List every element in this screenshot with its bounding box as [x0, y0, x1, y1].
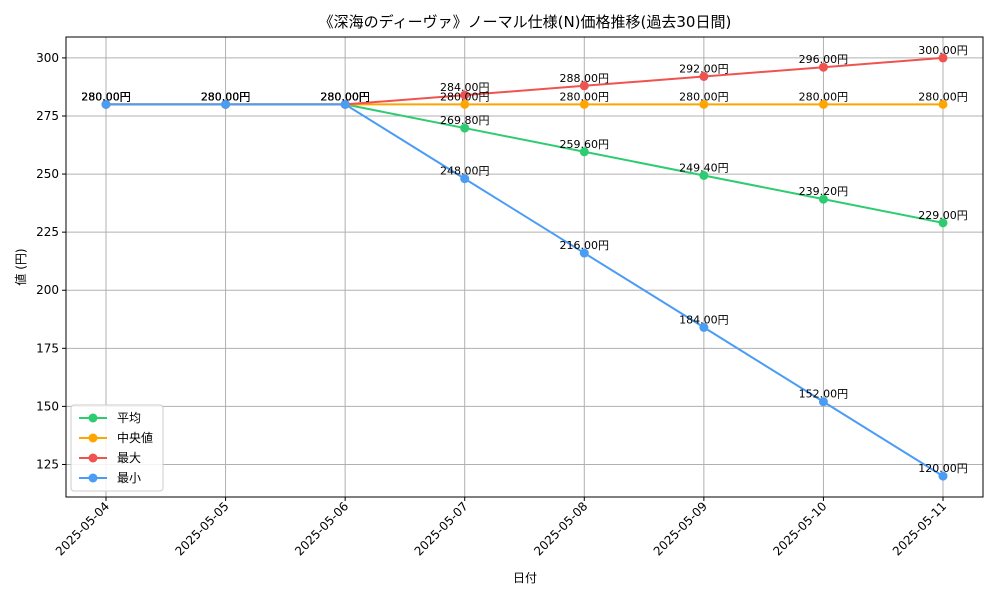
legend-label: 平均 — [117, 411, 141, 425]
y-tick-label: 225 — [36, 225, 59, 239]
x-tick-label: 2025-05-07 — [412, 499, 471, 558]
data-point — [699, 99, 709, 109]
data-point — [340, 99, 350, 109]
data-label: 280.00円 — [81, 90, 131, 103]
legend-marker — [88, 413, 98, 423]
y-tick-label: 275 — [36, 109, 59, 123]
legend-label: 最大 — [117, 451, 141, 465]
data-point — [101, 99, 111, 109]
data-label: 292.00円 — [679, 62, 729, 75]
data-label: 280.00円 — [560, 90, 610, 103]
x-tick-label: 2025-05-08 — [531, 499, 590, 558]
data-label: 300.00円 — [918, 44, 968, 57]
series-line — [106, 103, 944, 224]
data-labels: 280.00円 280.00円 280.00円 269.80円 259.60円 249.4… — [81, 44, 968, 475]
data-point — [938, 218, 948, 228]
data-point — [579, 81, 589, 91]
data-label: 288.00円 — [560, 72, 610, 85]
y-axis: 125 150 175 200 225 250 275 300 — [36, 51, 66, 471]
y-tick-label: 200 — [36, 283, 59, 297]
data-label: 280.00円 — [320, 90, 370, 103]
data-point — [818, 62, 828, 72]
data-point — [579, 248, 589, 258]
legend-box — [70, 404, 164, 492]
data-label: 249.40円 — [679, 161, 729, 174]
data-label: 216.00円 — [560, 239, 610, 252]
y-tick-label: 125 — [36, 457, 59, 471]
data-point — [460, 99, 470, 109]
data-label: 152.00円 — [799, 388, 849, 401]
data-point — [818, 397, 828, 407]
data-label: 280.00円 — [81, 90, 131, 103]
x-axis: 2025-05-04 2025-05-05 2025-05-06 2025-05-07… — [53, 497, 949, 558]
x-tick-label: 2025-05-11 — [890, 499, 949, 558]
x-tick-label: 2025-05-09 — [651, 499, 710, 558]
data-point — [460, 90, 470, 100]
data-point — [938, 99, 948, 109]
data-label: 280.00円 — [440, 90, 490, 103]
data-point — [818, 99, 828, 109]
y-tick-label: 250 — [36, 167, 59, 181]
data-point — [699, 71, 709, 81]
y-tick-label: 175 — [36, 341, 59, 355]
legend-label: 中央値 — [117, 430, 153, 445]
legend-label: 最小 — [117, 471, 141, 485]
data-label: 280.00円 — [918, 90, 968, 103]
legend-marker — [88, 433, 98, 443]
legend-marker — [88, 453, 98, 463]
y-tick-label: 150 — [36, 399, 59, 413]
data-label: 280.00円 — [320, 90, 370, 103]
plot-frame — [65, 36, 984, 498]
data-point — [579, 147, 589, 157]
y-tick-label: 300 — [36, 51, 59, 65]
data-point — [221, 99, 231, 109]
data-label: 120.00円 — [918, 462, 968, 475]
data-point — [938, 471, 948, 481]
series-layer — [101, 53, 948, 481]
data-point — [818, 194, 828, 204]
series-line — [106, 103, 944, 477]
data-label: 248.00円 — [440, 165, 490, 178]
x-tick-label: 2025-05-04 — [53, 499, 112, 558]
data-label: 280.00円 — [201, 90, 251, 103]
data-label: 280.00円 — [81, 90, 131, 103]
x-tick-label: 2025-05-06 — [292, 499, 351, 558]
data-point — [460, 174, 470, 184]
data-label: 280.00円 — [320, 90, 370, 103]
data-point — [938, 53, 948, 63]
data-label: 280.00円 — [201, 90, 251, 103]
data-label: 284.00円 — [440, 81, 490, 94]
data-label: 280.00円 — [201, 90, 251, 103]
data-point — [699, 322, 709, 332]
data-label: 239.20円 — [799, 185, 849, 198]
data-label: 269.80円 — [440, 114, 490, 127]
data-point — [699, 170, 709, 180]
grid — [66, 37, 983, 497]
x-tick-label: 2025-05-10 — [770, 499, 829, 558]
data-label: 280.00円 — [81, 90, 131, 103]
data-label: 280.00円 — [320, 90, 370, 103]
data-label: 259.60円 — [560, 138, 610, 151]
data-label: 296.00円 — [799, 53, 849, 66]
x-tick-label: 2025-05-05 — [172, 499, 231, 558]
data-label: 184.00円 — [679, 313, 729, 326]
data-label: 280.00円 — [201, 90, 251, 103]
y-axis-label: 値 (円) — [13, 248, 28, 285]
data-point — [579, 99, 589, 109]
data-label: 229.00円 — [918, 209, 968, 222]
data-label: 280.00円 — [679, 90, 729, 103]
legend-marker — [88, 473, 98, 483]
chart-title: 《深海のディーヴァ》ノーマル仕様(N)価格推移(過去30日間) — [319, 13, 732, 31]
x-axis-label: 日付 — [513, 571, 537, 585]
data-label: 280.00円 — [799, 90, 849, 103]
data-point — [460, 123, 470, 133]
